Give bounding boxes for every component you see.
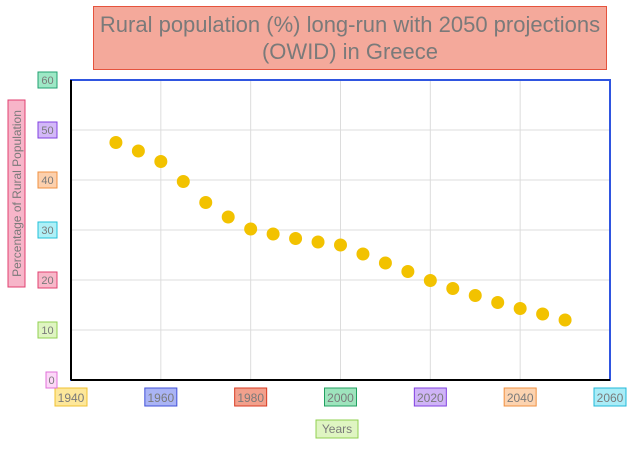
data-point: [536, 307, 550, 321]
data-point: [176, 175, 190, 188]
x-tick-2060: 2060: [593, 387, 627, 407]
data-point: [131, 144, 145, 158]
data-point: [423, 274, 437, 287]
data-point: [154, 155, 168, 168]
y-tick-label: 30: [41, 225, 53, 237]
data-point: [446, 282, 460, 295]
chart-title-line-2: (OWID) in Greece: [261, 39, 439, 64]
y-tick-label: 40: [41, 175, 53, 187]
x-tick-1980: 1980: [234, 387, 268, 407]
y-tick-label: 20: [41, 275, 53, 287]
x-tick-2020: 2020: [413, 387, 447, 407]
y-tick-label: 0: [48, 375, 54, 387]
data-point: [401, 265, 415, 278]
x-tick-2040: 2040: [503, 387, 537, 407]
y-tick-30: 30: [37, 221, 58, 239]
data-point: [199, 196, 213, 209]
data-point: [513, 302, 527, 315]
y-tick-50: 50: [37, 121, 58, 139]
x-axis-label-text: Years: [322, 422, 352, 436]
data-points: [109, 136, 572, 327]
x-tick-label: 1960: [147, 391, 174, 405]
data-point: [266, 227, 280, 241]
x-tick-1960: 1960: [144, 387, 178, 407]
x-tick-label: 2040: [507, 391, 534, 405]
chart-title-line-1: Rural population (%) long-run with 2050 …: [99, 12, 601, 37]
y-axis-label: Percentage of Rural Population: [7, 99, 26, 288]
x-tick-2000: 2000: [324, 387, 357, 407]
y-tick-60: 60: [37, 71, 58, 89]
y-tick-10: 10: [37, 321, 58, 339]
y-tick-label: 10: [41, 325, 53, 337]
data-point: [356, 247, 370, 261]
y-tick-0: 0: [45, 371, 58, 389]
x-tick-1940: 1940: [54, 387, 88, 407]
y-tick-40: 40: [37, 171, 58, 189]
data-point: [334, 238, 347, 252]
y-tick-label: 60: [41, 75, 53, 87]
data-point: [468, 289, 482, 302]
data-point: [109, 136, 123, 149]
x-tick-label: 2020: [417, 391, 444, 405]
x-tick-label: 1940: [58, 391, 85, 405]
x-tick-label: 2060: [597, 391, 624, 405]
x-axis-label: Years: [315, 419, 359, 439]
y-tick-20: 20: [37, 271, 58, 289]
x-tick-label: 1980: [237, 391, 264, 405]
data-point: [558, 313, 572, 327]
y-tick-label: 50: [41, 125, 53, 137]
data-point: [378, 256, 392, 270]
chart-title: Rural population (%) long-run with 2050 …: [93, 6, 607, 70]
x-tick-label: 2000: [327, 391, 354, 405]
x-tick-labels: 1940 1960 1980 2000 2020 2040 2060: [54, 387, 627, 407]
data-point: [289, 232, 303, 245]
data-point: [221, 210, 235, 224]
data-point: [491, 296, 505, 309]
data-point: [311, 235, 325, 249]
y-tick-labels: 0 10 20 30 40 50 60: [37, 71, 58, 389]
data-point: [244, 222, 258, 236]
y-axis-label-text: Percentage of Rural Population: [10, 110, 24, 277]
grid-lines: [70, 79, 611, 381]
